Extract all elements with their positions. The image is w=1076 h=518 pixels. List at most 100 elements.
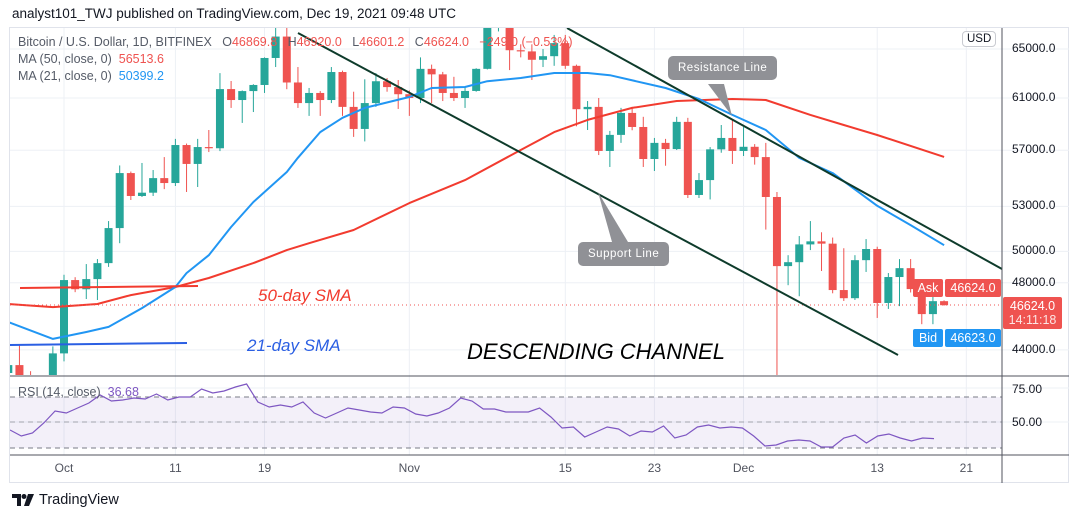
candle-body[interactable] — [895, 268, 904, 278]
candle-body[interactable] — [293, 82, 302, 104]
candle-body[interactable] — [360, 103, 369, 129]
candle-body[interactable] — [550, 43, 559, 57]
candle-body[interactable] — [227, 89, 236, 101]
candle-body[interactable] — [940, 301, 949, 306]
sma21-annotation[interactable]: 21-day SMA — [247, 336, 341, 355]
candle-body[interactable] — [862, 249, 871, 261]
candle-body[interactable] — [383, 81, 392, 88]
candle-body[interactable] — [349, 106, 358, 129]
rsi-legend[interactable]: RSI (14, close) 36.68 — [18, 385, 139, 399]
candle-body[interactable] — [527, 51, 536, 60]
candle-body[interactable] — [694, 180, 703, 195]
candle-body[interactable] — [48, 353, 57, 395]
candle-body[interactable] — [761, 157, 770, 197]
candle-body[interactable] — [104, 228, 113, 264]
channel-annotation[interactable]: DESCENDING CHANNEL — [467, 339, 725, 364]
sma50-annotation[interactable]: 50-day SMA — [258, 286, 352, 305]
candle-body[interactable] — [394, 87, 403, 95]
candle-body[interactable] — [137, 192, 146, 196]
candle-body[interactable] — [182, 145, 191, 164]
candle-body[interactable] — [639, 126, 648, 159]
candle-body[interactable] — [4, 365, 13, 373]
candle-body[interactable] — [461, 90, 470, 98]
candle-body[interactable] — [71, 280, 80, 290]
candle-body[interactable] — [338, 72, 347, 107]
candle-body[interactable] — [193, 147, 202, 164]
ma21-legend[interactable]: MA (21, close, 0) 50399.2 — [18, 69, 164, 83]
candle-body[interactable] — [115, 173, 124, 229]
candle-body[interactable] — [238, 91, 247, 101]
ma50-legend[interactable]: MA (50, close, 0) 56513.6 — [18, 52, 164, 66]
candle-body[interactable] — [472, 68, 481, 91]
sma21-marker-line[interactable] — [10, 342, 188, 346]
candle-body[interactable] — [60, 280, 68, 354]
candle-body[interactable] — [260, 57, 269, 85]
candle-body[interactable] — [594, 106, 603, 151]
time-axis-label: 13 — [870, 461, 884, 475]
candle-body[interactable] — [82, 279, 91, 290]
candle-body[interactable] — [750, 146, 759, 158]
candle-body[interactable] — [784, 262, 793, 267]
candle-body[interactable] — [672, 121, 681, 150]
candle-body[interactable] — [327, 72, 336, 101]
candle-body[interactable] — [917, 289, 926, 315]
candle-body[interactable] — [15, 365, 24, 386]
candle-body[interactable] — [583, 106, 592, 110]
candle-body[interactable] — [449, 92, 458, 98]
ma50-line[interactable] — [8, 98, 945, 309]
candle-body[interactable] — [282, 36, 291, 83]
tradingview-logo[interactable]: TradingView — [12, 492, 119, 508]
candle-body[interactable] — [806, 241, 815, 245]
support-callout[interactable]: Support Line — [578, 242, 670, 266]
candle-body[interactable] — [795, 244, 804, 263]
candle-body[interactable] — [828, 243, 837, 291]
currency-badge[interactable]: USD — [962, 31, 997, 47]
resistance-trendline[interactable] — [566, 28, 1002, 270]
candle-body[interactable] — [516, 50, 525, 52]
candle-body[interactable] — [839, 290, 848, 299]
support-trendline[interactable] — [297, 32, 899, 356]
candle-body[interactable] — [483, 26, 492, 69]
candle-body[interactable] — [416, 68, 425, 98]
candle-body[interactable] — [93, 263, 102, 280]
candle-body[interactable] — [160, 178, 169, 184]
candle-body[interactable] — [928, 301, 937, 315]
candle-body[interactable] — [739, 146, 748, 151]
candle-body[interactable] — [728, 137, 737, 151]
candle-body[interactable] — [605, 134, 614, 151]
candle-body[interactable] — [683, 121, 692, 195]
candle-body[interactable] — [772, 196, 781, 267]
candle-body[interactable] — [617, 112, 625, 135]
candle-body[interactable] — [316, 92, 325, 101]
candle-body[interactable] — [305, 92, 314, 104]
candle-body[interactable] — [371, 81, 380, 104]
candle-body[interactable] — [271, 36, 280, 58]
candle-body[interactable] — [539, 56, 548, 60]
candle-body[interactable] — [906, 268, 915, 290]
candle-body[interactable] — [427, 68, 436, 75]
candle-body[interactable] — [572, 65, 581, 110]
candle-body[interactable] — [850, 260, 859, 299]
candle-body[interactable] — [817, 241, 826, 244]
candle-body[interactable] — [661, 142, 670, 150]
candle-body[interactable] — [884, 277, 893, 303]
resistance-callout[interactable]: Resistance Line — [668, 56, 778, 80]
candle-body[interactable] — [215, 89, 224, 149]
candle-body[interactable] — [650, 142, 659, 159]
candle-body[interactable] — [204, 147, 213, 149]
candle-body[interactable] — [149, 178, 158, 193]
candle-body[interactable] — [126, 173, 135, 196]
candle-body[interactable] — [438, 74, 447, 93]
sma50-marker-line[interactable] — [19, 285, 199, 289]
candle-body[interactable] — [717, 137, 726, 150]
candle-body[interactable] — [494, 20, 502, 26]
candle-body[interactable] — [706, 149, 715, 181]
candle-body[interactable] — [873, 249, 882, 303]
candle-body[interactable] — [171, 145, 180, 184]
candle-body[interactable] — [249, 84, 258, 92]
candle-body[interactable] — [628, 112, 637, 127]
candle-body[interactable] — [561, 43, 570, 66]
ma21-line[interactable] — [8, 72, 945, 340]
candle-body[interactable] — [505, 20, 514, 51]
